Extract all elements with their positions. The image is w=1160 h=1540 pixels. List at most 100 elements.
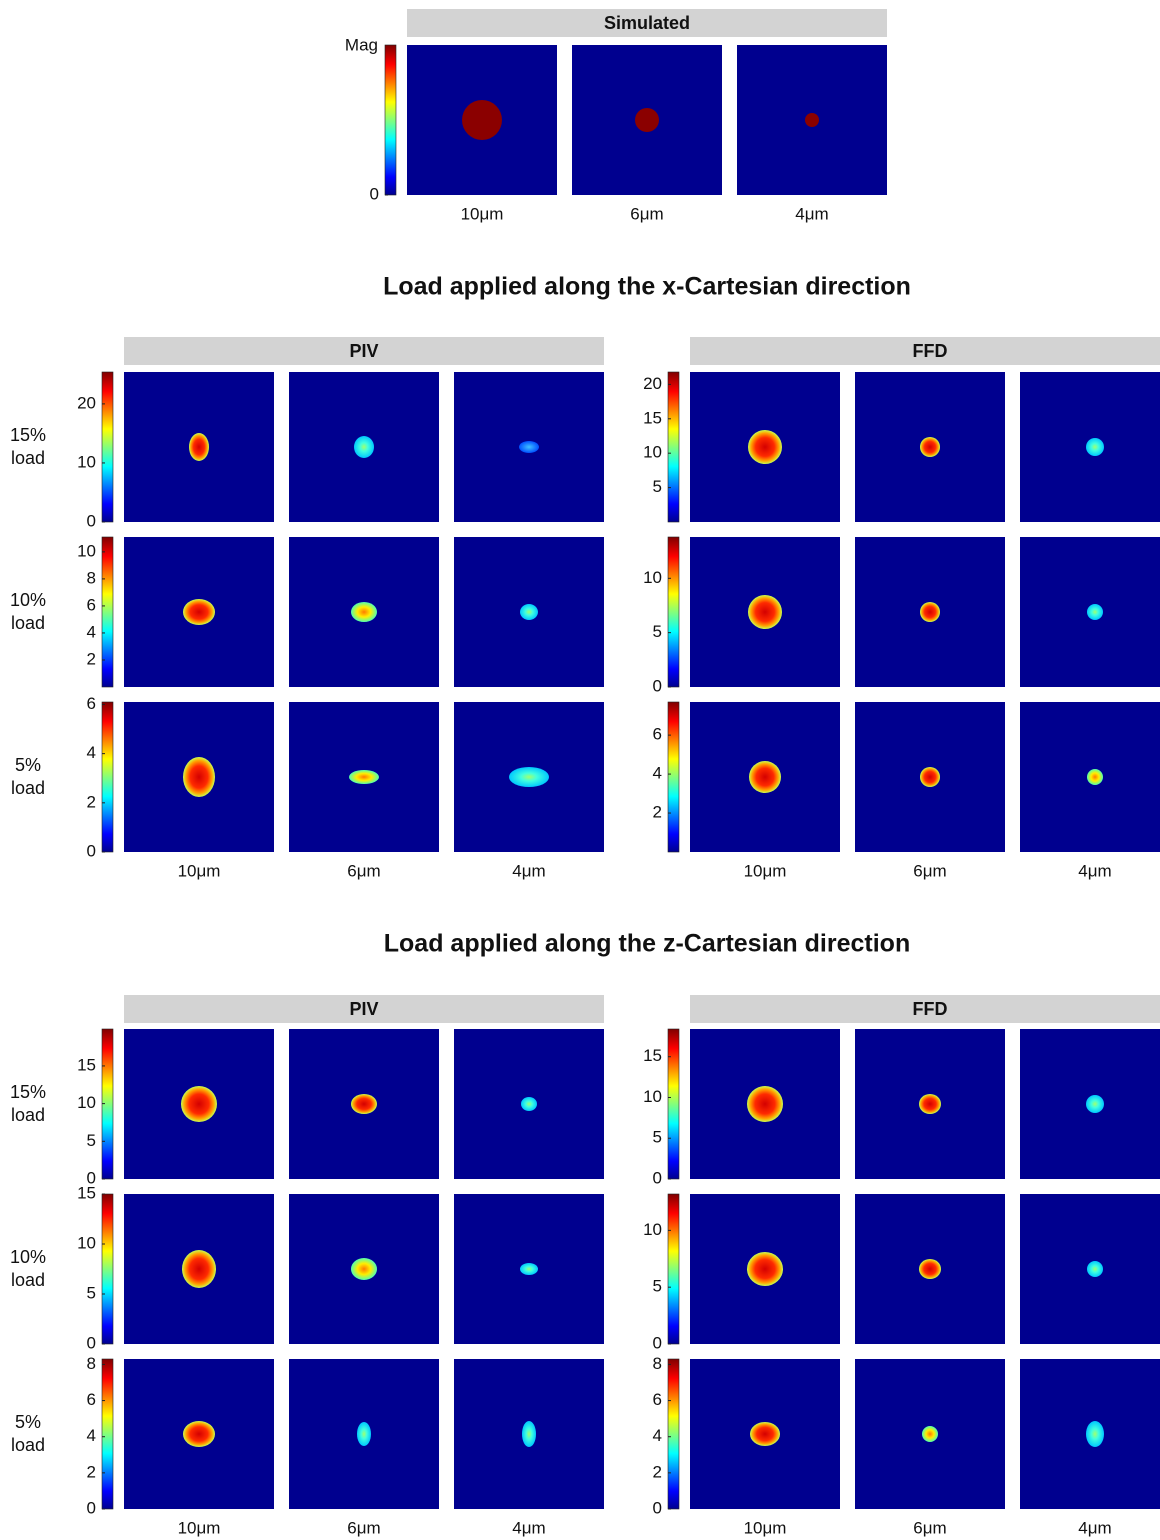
section-title: Load applied along the z-Cartesian direc… [384, 930, 910, 958]
colorbar-tick-label: 10 [77, 452, 96, 471]
column-label: 4μm [512, 1518, 545, 1537]
blob [520, 604, 538, 620]
header-bar [690, 995, 1160, 1023]
column-label: 10μm [744, 861, 787, 880]
simulated-inclusion [462, 100, 502, 140]
colorbar-tick-label: 15 [643, 1046, 662, 1065]
blob [1087, 604, 1103, 620]
header-bar [124, 337, 604, 365]
blob [747, 1086, 783, 1122]
colorbar [101, 701, 114, 853]
colorbar-tick-label: 10 [643, 443, 662, 462]
colorbar-tick-label: 4 [653, 764, 662, 783]
colorbar [101, 1358, 114, 1510]
colorbar-tick-label: 10 [643, 1087, 662, 1106]
colorbar-tick-label: 2 [653, 1462, 662, 1481]
colorbar [101, 536, 114, 688]
row-label: 10% load [9, 590, 47, 633]
header: FFD [913, 999, 948, 1019]
colorbar [667, 536, 680, 688]
colorbar [101, 371, 114, 523]
colorbar [667, 1028, 680, 1180]
column-label: 6μm [347, 1518, 380, 1537]
colorbar-tick-label: 0 [87, 841, 96, 860]
column-label: 10μm [178, 1518, 221, 1537]
colorbar-tick-label: 15 [77, 1183, 96, 1202]
colorbar-tick-label: 0 [87, 511, 96, 530]
colorbar-tick-label: 15 [77, 1055, 96, 1074]
colorbar-tick-label: 0 [653, 1168, 662, 1187]
column-label: 6μm [630, 204, 663, 223]
column-label: 4μm [512, 861, 545, 880]
colorbar-tick-label: 0 [653, 1333, 662, 1352]
colorbar-tick-label: 6 [87, 694, 96, 713]
blob [349, 770, 379, 784]
blob [354, 436, 374, 458]
colorbar-tick-label: 5 [653, 1128, 662, 1147]
header: PIV [349, 999, 378, 1019]
column-label: 4μm [1078, 861, 1111, 880]
column-label: 6μm [913, 1518, 946, 1537]
colorbar-tick-label: 8 [87, 568, 96, 587]
colorbar-tick-label: 10 [77, 1093, 96, 1112]
header: FFD [913, 341, 948, 361]
colorbar-tick-label: 5 [653, 622, 662, 641]
colorbar-tick-label: 20 [77, 393, 96, 412]
colorbar [667, 1193, 680, 1345]
row-label: 15% load [9, 425, 47, 468]
blob [522, 1421, 536, 1447]
blob [509, 767, 549, 787]
simulated-inclusion [635, 108, 659, 132]
colorbar-tick-label: 0 [87, 1168, 96, 1187]
colorbar [667, 1358, 680, 1510]
colorbar-tick-label: 8 [87, 1354, 96, 1373]
section-title: Load applied along the x-Cartesian direc… [383, 273, 911, 301]
column-label: 6μm [347, 861, 380, 880]
colorbar-tick-label: 6 [653, 725, 662, 744]
colorbar [667, 701, 680, 853]
blob [182, 1250, 216, 1288]
colorbar-tick-label: 20 [643, 374, 662, 393]
simulated-inclusion [805, 113, 819, 127]
blob [748, 430, 782, 464]
colorbar-tick-label: 2 [87, 649, 96, 668]
header-bar [407, 9, 887, 37]
row-label: 10% load [9, 1247, 47, 1290]
header-bar [690, 337, 1160, 365]
blob [519, 441, 539, 453]
blob [749, 761, 781, 793]
column-label: 6μm [913, 861, 946, 880]
colorbar-tick-label: 0 [87, 1333, 96, 1352]
colorbar-tick-label: 0 [87, 1498, 96, 1517]
blob [521, 1097, 537, 1111]
blob [1086, 438, 1104, 456]
blob [1086, 1095, 1104, 1113]
colorbar-tick-label: 4 [87, 1426, 96, 1445]
blob [919, 1094, 941, 1114]
blob [920, 437, 940, 457]
header-bar [124, 995, 604, 1023]
blob [351, 602, 377, 622]
blob [183, 599, 215, 625]
colorbar-tick-label: 4 [87, 622, 96, 641]
column-label: 4μm [1078, 1518, 1111, 1537]
colorbar-tick-label: 5 [87, 1131, 96, 1150]
column-label: 10μm [744, 1518, 787, 1537]
blob [747, 1252, 783, 1286]
blob [1087, 1261, 1103, 1277]
colorbar-tick-label: 4 [653, 1426, 662, 1445]
blob [520, 1263, 538, 1275]
blob [750, 1422, 780, 1446]
column-label: 4μm [795, 204, 828, 223]
blob [920, 767, 940, 787]
colorbar [384, 44, 397, 196]
colorbar [101, 1193, 114, 1345]
colorbar-tick-label: 6 [87, 595, 96, 614]
row-label: 15% load [9, 1082, 47, 1125]
blob [351, 1094, 377, 1114]
colorbar-tick-label: 10 [77, 1233, 96, 1252]
blob [183, 757, 215, 797]
blob [189, 433, 209, 461]
blob [181, 1086, 217, 1122]
